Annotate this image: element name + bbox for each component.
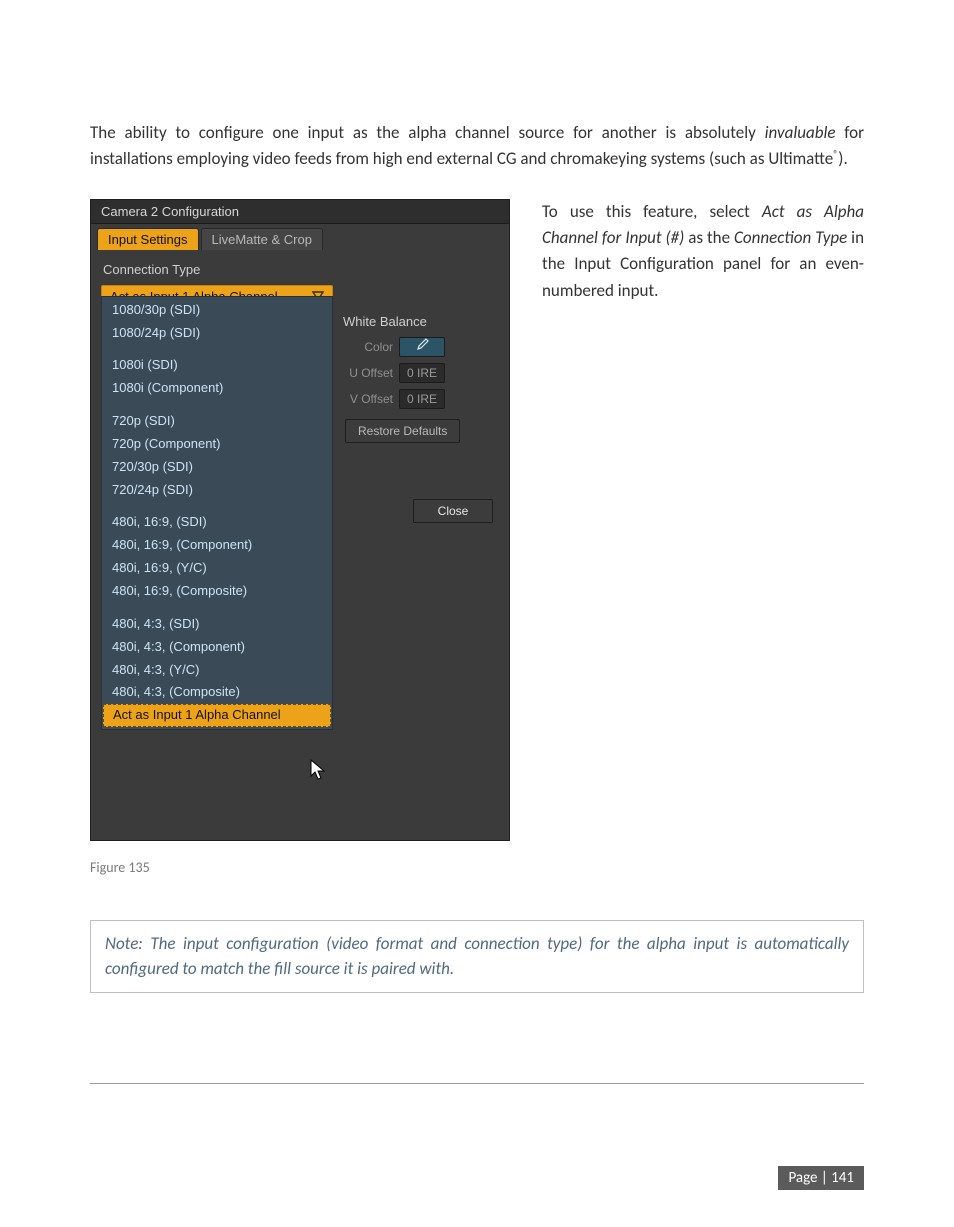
u-offset-label: U Offset bbox=[343, 366, 399, 380]
connection-type-option[interactable]: 480i, 16:9, (Y/C) bbox=[102, 557, 332, 580]
restore-defaults-button[interactable]: Restore Defaults bbox=[345, 419, 460, 443]
connection-type-list[interactable]: 1080/30p (SDI)1080/24p (SDI) 1080i (SDI)1… bbox=[101, 296, 333, 730]
connection-type-option[interactable]: Act as Input 1 Alpha Channel bbox=[103, 704, 331, 727]
rt-a: To use this feature, select bbox=[542, 201, 762, 222]
connection-type-option[interactable]: 480i, 4:3, (SDI) bbox=[102, 613, 332, 636]
connection-type-option[interactable]: 1080i (SDI) bbox=[102, 354, 332, 377]
connection-type-option[interactable]: 720/24p (SDI) bbox=[102, 479, 332, 502]
tab-input-settings[interactable]: Input Settings bbox=[97, 228, 199, 250]
connection-type-option[interactable]: 1080/30p (SDI) bbox=[102, 299, 332, 322]
figure-caption: Figure 135 bbox=[90, 859, 520, 876]
cursor-icon bbox=[310, 759, 328, 786]
dialog-title: Camera 2 Configuration bbox=[91, 200, 509, 224]
color-label: Color bbox=[343, 340, 399, 354]
color-picker[interactable] bbox=[399, 337, 445, 357]
intro-italic: invaluable bbox=[765, 122, 836, 143]
intro-a: The ability to configure one input as th… bbox=[90, 122, 765, 143]
connection-type-option[interactable]: 480i, 16:9, (Composite) bbox=[102, 580, 332, 603]
connection-type-option[interactable]: 480i, 16:9, (SDI) bbox=[102, 511, 332, 534]
tab-livematte-crop[interactable]: LiveMatte & Crop bbox=[201, 228, 323, 250]
v-offset-value[interactable]: 0 IRE bbox=[399, 389, 445, 409]
connection-type-option[interactable]: 1080i (Component) bbox=[102, 377, 332, 400]
white-balance-label: White Balance bbox=[343, 314, 499, 329]
connection-type-option[interactable]: 480i, 4:3, (Component) bbox=[102, 636, 332, 659]
screenshot-dialog: Camera 2 Configuration Input Settings Li… bbox=[90, 199, 510, 841]
u-offset-value[interactable]: 0 IRE bbox=[399, 363, 445, 383]
close-button[interactable]: Close bbox=[413, 499, 493, 523]
connection-type-option[interactable]: 720p (Component) bbox=[102, 433, 332, 456]
connection-type-option[interactable]: 720/30p (SDI) bbox=[102, 456, 332, 479]
connection-type-option[interactable]: 480i, 16:9, (Component) bbox=[102, 534, 332, 557]
note-box: Note: The input configuration (video for… bbox=[90, 920, 864, 993]
intro-paragraph: The ability to configure one input as th… bbox=[90, 120, 864, 173]
connection-type-option[interactable]: 1080/24p (SDI) bbox=[102, 322, 332, 345]
eyedropper-icon bbox=[415, 338, 429, 355]
v-offset-label: V Offset bbox=[343, 392, 399, 406]
connection-type-option[interactable]: 480i, 4:3, (Y/C) bbox=[102, 659, 332, 682]
rt-d: Connection Type bbox=[734, 227, 847, 248]
connection-type-label: Connection Type bbox=[103, 262, 333, 277]
footer-rule bbox=[90, 1083, 864, 1084]
instruction-paragraph: To use this feature, select Act as Alpha… bbox=[542, 199, 864, 304]
page-number-badge: Page | 141 bbox=[778, 1166, 864, 1190]
tab-row: Input Settings LiveMatte & Crop bbox=[91, 224, 509, 250]
intro-c: ). bbox=[838, 148, 847, 169]
connection-type-option[interactable]: 480i, 4:3, (Composite) bbox=[102, 681, 332, 704]
rt-c: as the bbox=[684, 227, 734, 248]
connection-type-option[interactable]: 720p (SDI) bbox=[102, 410, 332, 433]
